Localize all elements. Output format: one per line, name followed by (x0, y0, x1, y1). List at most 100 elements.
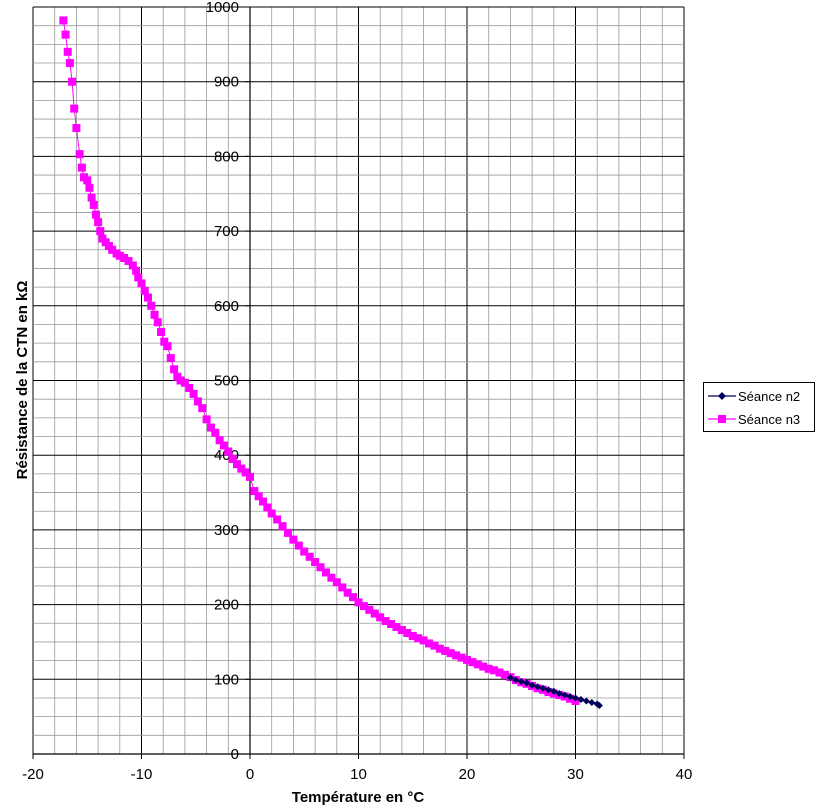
data-point (144, 293, 153, 302)
data-point (137, 279, 146, 288)
data-point (446, 649, 455, 658)
legend-label: Séance n3 (738, 411, 801, 427)
data-point (311, 558, 320, 567)
data-point (246, 472, 254, 481)
square-marker-icon (708, 415, 736, 423)
data-point (403, 628, 412, 637)
data-point (263, 503, 272, 512)
data-point (387, 620, 396, 629)
data-point (61, 30, 70, 39)
x-tick-label: -10 (131, 766, 153, 783)
y-tick-label: 800 (214, 148, 239, 165)
y-tick-label: 500 (214, 373, 239, 390)
data-point (254, 492, 263, 501)
data-point (241, 468, 250, 477)
data-point (219, 441, 228, 450)
data-point (300, 547, 309, 556)
data-point (215, 436, 224, 445)
gridlines (32, 6, 685, 755)
diamond-marker-icon (708, 392, 736, 400)
data-point (419, 636, 428, 645)
data-point (147, 301, 156, 310)
data-point (359, 602, 368, 611)
data-point (198, 404, 207, 413)
data-point (180, 378, 189, 387)
data-point (273, 515, 282, 524)
data-point (555, 689, 563, 697)
data-point (163, 342, 172, 351)
data-point (523, 679, 531, 687)
y-tick-label: 1000 (206, 0, 239, 16)
data-point (463, 655, 471, 664)
data-point (561, 691, 569, 699)
data-point (506, 674, 514, 682)
data-point (414, 634, 423, 643)
axes (32, 6, 685, 759)
data-point (397, 625, 406, 634)
data-point (572, 694, 579, 702)
data-point (392, 623, 401, 632)
data-point (94, 218, 103, 227)
data-point (343, 588, 352, 597)
data-point (85, 183, 94, 192)
data-point (108, 245, 117, 254)
data-point (202, 415, 211, 424)
data-point (83, 176, 92, 185)
data-point (539, 684, 547, 692)
data-point (77, 163, 86, 172)
data-point (495, 668, 504, 677)
data-point (349, 593, 358, 602)
y-tick-label: 900 (214, 74, 239, 91)
data-point (267, 509, 276, 518)
data-point (338, 583, 347, 592)
y-tick-label: 200 (214, 597, 239, 614)
x-tick-label: -20 (22, 766, 44, 783)
data-point (134, 273, 143, 282)
data-point (457, 653, 466, 662)
data-point (500, 670, 509, 679)
data-point (176, 376, 185, 385)
y-tick-label: 300 (214, 522, 239, 539)
data-point (588, 698, 596, 706)
data-point (153, 318, 162, 327)
data-point (517, 678, 525, 686)
data-point (582, 697, 590, 705)
x-tick-label: 10 (350, 766, 367, 783)
data-point (65, 59, 74, 68)
data-point (316, 563, 325, 572)
data-point (435, 644, 444, 653)
y-axis-title: Résistance de la CTN en kΩ (14, 281, 31, 480)
data-point (305, 552, 314, 561)
data-point (365, 605, 374, 614)
data-point (577, 695, 585, 703)
data-point (224, 447, 233, 456)
data-point (381, 617, 390, 626)
data-point (595, 701, 603, 709)
data-point (63, 47, 72, 56)
data-point (228, 454, 237, 463)
data-point (376, 613, 385, 622)
data-point (490, 666, 499, 675)
data-point (534, 683, 542, 691)
data-point (354, 598, 363, 607)
data-point (128, 261, 137, 270)
x-axis-title: Température en °C (292, 789, 425, 806)
x-tick-label: 40 (676, 766, 693, 783)
y-tick-label: 600 (214, 298, 239, 315)
data-point (484, 664, 493, 673)
data-point (150, 310, 159, 319)
data-point (124, 256, 133, 265)
data-point (87, 193, 96, 202)
data-point (425, 639, 434, 648)
data-point (452, 651, 461, 660)
data-point (327, 573, 336, 582)
data-point (473, 660, 482, 669)
data-point (259, 497, 268, 506)
x-tick-label: 20 (459, 766, 476, 783)
data-point (294, 541, 303, 550)
data-point (250, 487, 259, 496)
data-series (59, 16, 603, 709)
data-point (166, 354, 175, 363)
